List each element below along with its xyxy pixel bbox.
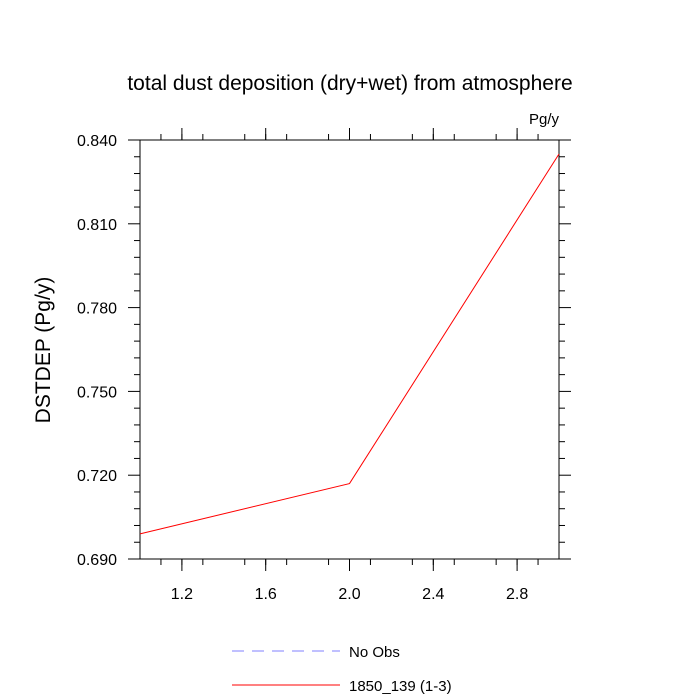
axis-ticks: 1.2 1.6 2.0 2.4 2.8 0.690 0.720 0.750 0.780 0.810… [77, 128, 571, 603]
series-layer [139, 153, 560, 535]
x-tick-label: 1.6 [255, 586, 277, 603]
units-label: Pg/y [529, 111, 560, 128]
y-tick-label: 0.750 [77, 384, 117, 401]
legend-label-1850-139: 1850_139 (1-3) [349, 678, 452, 695]
y-tick-label: 0.690 [77, 552, 117, 569]
y-tick-label: 0.810 [77, 217, 117, 234]
plot-frame [139, 139, 560, 560]
series-line-1 [139, 153, 560, 535]
legend-label-no-obs: No Obs [349, 644, 400, 661]
x-tick-label: 2.4 [422, 586, 444, 603]
legend: No Obs 1850_139 (1-3) [232, 644, 452, 695]
chart-title: total dust deposition (dry+wet) from atm… [127, 72, 572, 95]
y-tick-label: 0.720 [77, 468, 117, 485]
x-tick-label: 2.0 [338, 586, 360, 603]
x-tick-label: 1.2 [171, 586, 193, 603]
y-axis-label: DSTDEP (Pg/y) [32, 277, 55, 424]
y-tick-label: 0.780 [77, 301, 117, 318]
y-tick-label: 0.840 [77, 133, 117, 150]
x-tick-label: 2.8 [506, 586, 528, 603]
